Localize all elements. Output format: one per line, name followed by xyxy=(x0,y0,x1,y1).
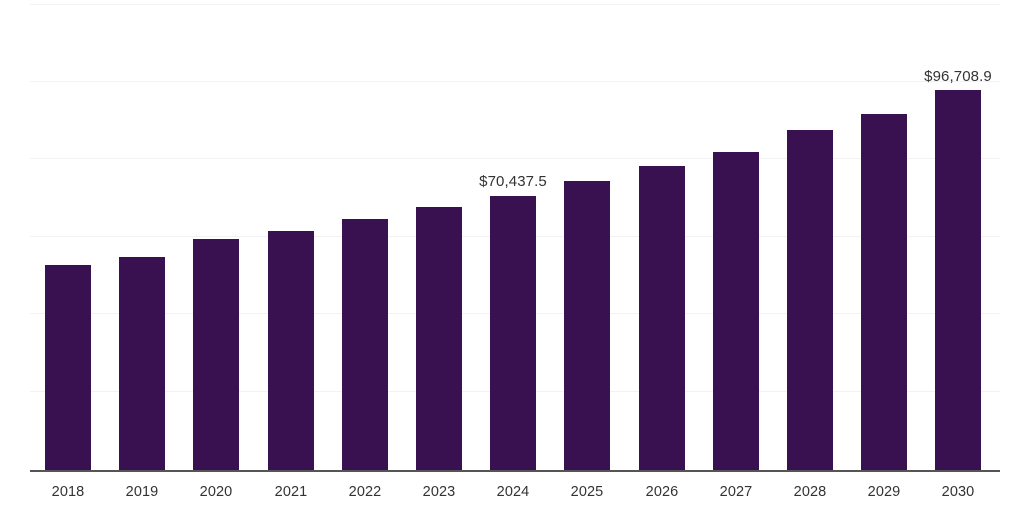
x-tick-2030: 2030 xyxy=(941,484,975,500)
x-tick-2024: 2024 xyxy=(496,484,530,500)
bar-2025[interactable] xyxy=(564,181,610,470)
bar-2023[interactable] xyxy=(416,207,462,470)
x-tick-2025: 2025 xyxy=(570,484,604,500)
x-tick-2029: 2029 xyxy=(867,484,901,500)
x-tick-2026: 2026 xyxy=(645,484,679,500)
bar-2019[interactable] xyxy=(119,257,165,470)
bar-2021[interactable] xyxy=(268,231,314,470)
bar-2018[interactable] xyxy=(45,265,91,470)
x-tick-2019: 2019 xyxy=(125,484,159,500)
x-tick-2022: 2022 xyxy=(348,484,382,500)
x-tick-2020: 2020 xyxy=(199,484,233,500)
bar-2030[interactable] xyxy=(935,90,981,470)
bar-2027[interactable] xyxy=(713,152,759,470)
x-tick-2023: 2023 xyxy=(422,484,456,500)
bar-2024[interactable] xyxy=(490,196,536,470)
bar-value-label-2024: $70,437.5 xyxy=(479,173,547,190)
bar-2022[interactable] xyxy=(342,219,388,470)
x-tick-2021: 2021 xyxy=(274,484,308,500)
bar-2020[interactable] xyxy=(193,239,239,470)
x-tick-2018: 2018 xyxy=(51,484,85,500)
bar-value-label-2030: $96,708.9 xyxy=(924,68,992,85)
x-tick-2027: 2027 xyxy=(719,484,753,500)
x-tick-2028: 2028 xyxy=(793,484,827,500)
bar-2026[interactable] xyxy=(639,166,685,470)
x-axis-line xyxy=(30,470,1000,472)
bar-2029[interactable] xyxy=(861,114,907,470)
bar-2028[interactable] xyxy=(787,130,833,470)
